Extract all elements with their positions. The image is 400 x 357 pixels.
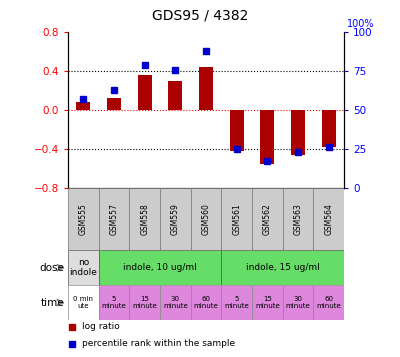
Text: indole, 10 ug/ml: indole, 10 ug/ml [123,263,197,272]
Bar [199,67,213,110]
Bar [99,250,221,285]
Text: GSM559: GSM559 [171,203,180,235]
Bar [168,81,182,110]
Text: GSM560: GSM560 [202,203,210,235]
Bar [129,285,160,320]
Text: GSM563: GSM563 [294,203,302,235]
Text: GSM562: GSM562 [263,203,272,235]
Bar [221,188,252,250]
Bar [76,102,90,110]
Bar [252,188,283,250]
Bar [252,285,283,320]
Bar [291,110,305,155]
Text: no
indole: no indole [69,258,97,277]
Text: 30
minute: 30 minute [286,296,310,309]
Bar [68,250,99,285]
Text: percentile rank within the sample: percentile rank within the sample [82,340,235,348]
Bar [99,188,129,250]
Text: log ratio: log ratio [82,322,120,331]
Bar [160,285,191,320]
Text: 15
minute: 15 minute [132,296,157,309]
Bar [260,110,274,165]
Text: 0 min
ute: 0 min ute [73,296,93,309]
Bar [313,285,344,320]
Text: GSM561: GSM561 [232,203,241,235]
Bar [230,110,244,151]
Text: 60
minute: 60 minute [194,296,218,309]
Bar [107,99,121,110]
Bar [129,188,160,250]
Text: 5
minute: 5 minute [102,296,126,309]
Bar [221,250,344,285]
Bar [191,188,221,250]
Text: dose: dose [39,263,64,273]
Text: 30
minute: 30 minute [163,296,188,309]
Text: GSM558: GSM558 [140,203,149,235]
Bar [191,285,221,320]
Bar [313,188,344,250]
Text: GDS95 / 4382: GDS95 / 4382 [152,9,248,23]
Text: 5
minute: 5 minute [224,296,249,309]
Text: 60
minute: 60 minute [316,296,341,309]
Text: 15
minute: 15 minute [255,296,280,309]
Text: indole, 15 ug/ml: indole, 15 ug/ml [246,263,320,272]
Text: time: time [40,298,64,308]
Bar [283,285,313,320]
Bar [322,110,336,147]
Text: GSM555: GSM555 [79,203,88,235]
Bar [68,188,99,250]
Bar [68,285,99,320]
Bar [283,188,313,250]
Text: 100%: 100% [347,19,374,29]
Bar [160,188,191,250]
Bar [99,285,129,320]
Bar [221,285,252,320]
Text: GSM564: GSM564 [324,203,333,235]
Bar [138,75,152,110]
Text: GSM557: GSM557 [110,203,118,235]
